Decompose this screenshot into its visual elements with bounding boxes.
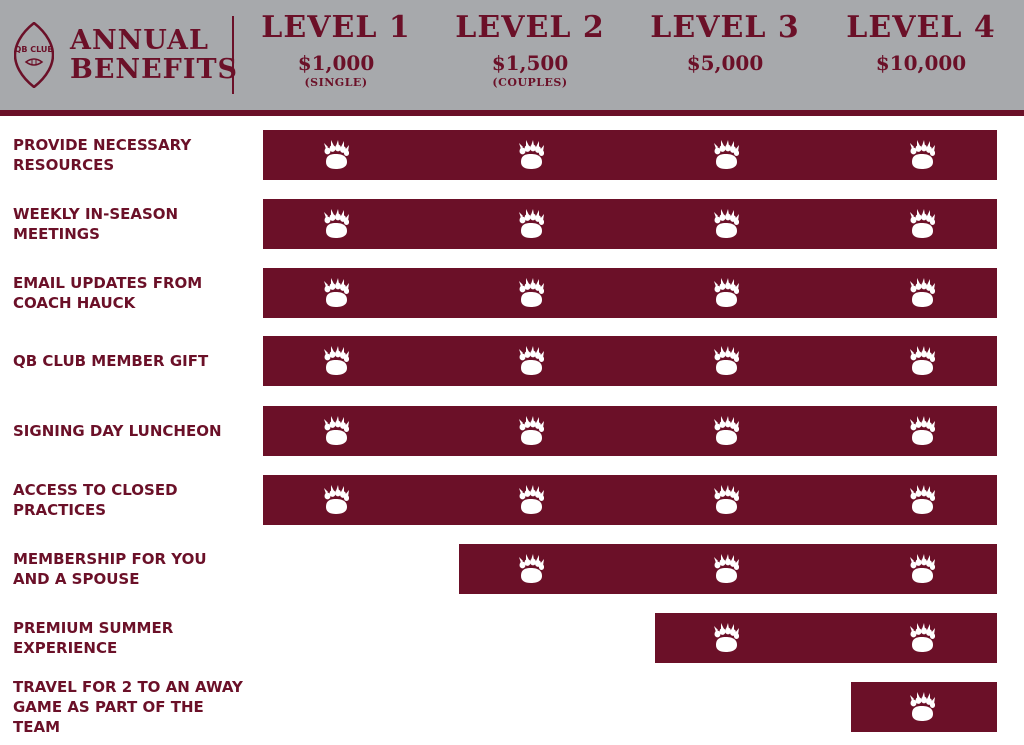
bear-paw-icon bbox=[713, 554, 740, 584]
header-band bbox=[0, 0, 1024, 110]
bear-paw-icon bbox=[323, 485, 350, 515]
benefit-label: MEMBERSHIP FOR YOU AND A SPOUSE bbox=[13, 544, 253, 594]
benefit-label: QB CLUB MEMBER GIFT bbox=[13, 336, 253, 386]
page-title: ANNUAL BENEFITS bbox=[70, 26, 238, 84]
bear-paw-icon bbox=[713, 278, 740, 308]
benefit-label: TRAVEL FOR 2 TO AN AWAY GAME AS PART OF T… bbox=[13, 678, 253, 736]
level-note: (SINGLE) bbox=[304, 76, 368, 89]
bear-paw-icon bbox=[909, 346, 936, 376]
benefit-label-line: EMAIL UPDATES FROM bbox=[13, 274, 203, 292]
benefit-label-line: PRACTICES bbox=[13, 501, 107, 519]
bear-paw-icon bbox=[909, 623, 936, 653]
bear-paw-icon bbox=[323, 346, 350, 376]
bear-paw-icon bbox=[909, 140, 936, 170]
level-price: $10,000 bbox=[875, 51, 967, 75]
bear-paw-icon bbox=[323, 140, 350, 170]
bear-paw-icon bbox=[518, 485, 545, 515]
benefit-label: PREMIUM SUMMER EXPERIENCE bbox=[13, 613, 253, 663]
benefit-bar bbox=[263, 475, 997, 525]
bear-paw-icon bbox=[909, 692, 936, 722]
benefit-label: PROVIDE NECESSARY RESOURCES bbox=[13, 130, 253, 180]
bear-paw-icon bbox=[518, 209, 545, 239]
benefit-label: EMAIL UPDATES FROM COACH HAUCK bbox=[13, 268, 253, 318]
level-name: LEVEL 1 bbox=[261, 10, 411, 45]
benefit-label-line: EXPERIENCE bbox=[13, 639, 118, 657]
bear-paw-icon bbox=[713, 485, 740, 515]
bear-paw-icon bbox=[909, 278, 936, 308]
qb-club-logo: QB CLUB bbox=[14, 22, 54, 88]
level-name: LEVEL 4 bbox=[846, 10, 996, 45]
level-price: $1,000 bbox=[297, 51, 375, 75]
bear-paw-icon bbox=[518, 140, 545, 170]
bear-paw-icon bbox=[713, 416, 740, 446]
bear-paw-icon bbox=[909, 485, 936, 515]
benefit-bar bbox=[263, 130, 997, 180]
bear-paw-icon bbox=[909, 209, 936, 239]
logo-text: QB CLUB bbox=[15, 45, 54, 54]
benefit-bar bbox=[263, 199, 997, 249]
benefit-label: WEEKLY IN-SEASON MEETINGS bbox=[13, 199, 253, 249]
benefit-bar bbox=[263, 336, 997, 386]
level-note: (COUPLES) bbox=[492, 76, 568, 89]
level-3-header: LEVEL 3 $5,000 bbox=[645, 10, 805, 76]
bear-paw-icon bbox=[713, 209, 740, 239]
benefit-label-line: QB CLUB MEMBER GIFT bbox=[13, 352, 209, 370]
bear-paw-icon bbox=[909, 416, 936, 446]
header-divider bbox=[232, 16, 234, 94]
bear-paw-icon bbox=[909, 554, 936, 584]
benefit-label-line: WEEKLY IN-SEASON bbox=[13, 205, 179, 223]
level-1-header: LEVEL 1 $1,000 (SINGLE) bbox=[256, 10, 416, 90]
level-name: LEVEL 2 bbox=[455, 10, 605, 45]
level-name: LEVEL 3 bbox=[650, 10, 800, 45]
header-rule bbox=[0, 110, 1024, 116]
bear-paw-icon bbox=[518, 554, 545, 584]
benefit-label-line: GAME AS PART OF THE TEAM bbox=[13, 698, 204, 736]
benefit-bar bbox=[263, 268, 997, 318]
title-line-2: BENEFITS bbox=[70, 54, 239, 85]
benefit-label-line: PREMIUM SUMMER bbox=[13, 619, 174, 637]
bear-paw-icon bbox=[323, 209, 350, 239]
benefit-label: SIGNING DAY LUNCHEON bbox=[13, 406, 253, 456]
bear-paw-icon bbox=[713, 346, 740, 376]
benefit-bar bbox=[655, 613, 997, 663]
bear-paw-icon bbox=[713, 140, 740, 170]
benefit-label-line: MEMBERSHIP FOR YOU bbox=[13, 550, 207, 568]
level-price: $5,000 bbox=[686, 51, 764, 75]
benefit-label-line: RESOURCES bbox=[13, 156, 115, 174]
benefit-label-line: TRAVEL FOR 2 TO AN AWAY bbox=[13, 678, 243, 696]
bear-paw-icon bbox=[518, 346, 545, 376]
title-line-1: ANNUAL bbox=[70, 25, 209, 56]
benefit-label-line: COACH HAUCK bbox=[13, 294, 136, 312]
benefit-label-line: AND A SPOUSE bbox=[13, 570, 140, 588]
benefit-label-line: PROVIDE NECESSARY bbox=[13, 136, 192, 154]
bear-paw-icon bbox=[518, 278, 545, 308]
bear-paw-icon bbox=[323, 416, 350, 446]
benefit-label-line: SIGNING DAY LUNCHEON bbox=[13, 422, 222, 440]
level-2-header: LEVEL 2 $1,500 (COUPLES) bbox=[450, 10, 610, 90]
benefit-bar bbox=[263, 406, 997, 456]
benefit-label-line: MEETINGS bbox=[13, 225, 100, 243]
bear-paw-icon bbox=[323, 278, 350, 308]
benefit-label: ACCESS TO CLOSED PRACTICES bbox=[13, 475, 253, 525]
level-4-header: LEVEL 4 $10,000 bbox=[841, 10, 1001, 76]
bear-paw-icon bbox=[518, 416, 545, 446]
benefit-label-line: ACCESS TO CLOSED bbox=[13, 481, 178, 499]
bear-paw-icon bbox=[713, 623, 740, 653]
level-price: $1,500 bbox=[491, 51, 569, 75]
